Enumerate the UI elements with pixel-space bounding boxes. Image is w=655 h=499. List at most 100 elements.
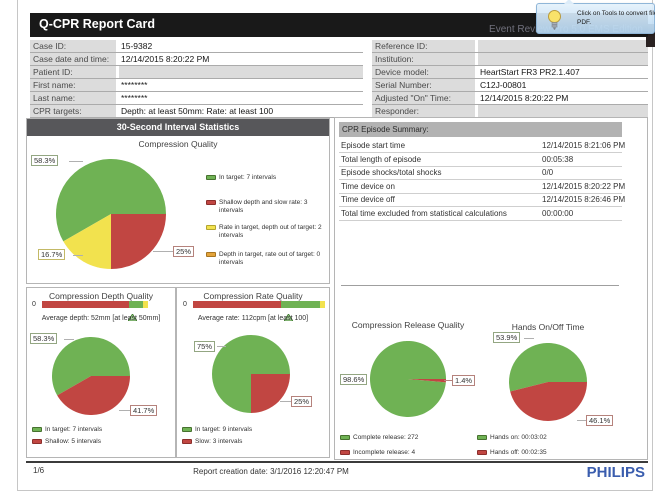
legend-item: Shallow: 5 intervals [32, 438, 156, 446]
legend-text: In target: 7 intervals [45, 426, 103, 433]
cpr-targets-row: CPR targets: Depth: at least 50mm: Rate:… [30, 105, 363, 118]
legend-item: Hands off: 00:02:35 [477, 449, 601, 457]
rate-marker-row [193, 308, 325, 322]
report-creation-date: Report creation date: 3/1/2016 12:20:47 … [193, 467, 349, 476]
hands-on-off-pie [509, 343, 587, 421]
legend-item: In target: 7 intervals [206, 174, 330, 182]
legend-swatch-icon [32, 427, 42, 432]
pie-callout: 46.1% [586, 415, 614, 426]
summary-row: Time device off 12/14/2015 8:26:46 PM [339, 194, 626, 207]
field-label: Patient ID: [30, 66, 116, 78]
serial-number-row: Serial Number: C12J-00801 [372, 79, 648, 92]
legend-item: Incomplete release: 4 [340, 449, 464, 457]
summary-value: 00:05:38 [542, 155, 574, 164]
field-label: First name: [30, 79, 116, 91]
pie-callout: 98.6% [340, 374, 368, 385]
legend-text: In target: 9 intervals [195, 426, 253, 433]
callout-line [280, 401, 291, 402]
field-label: Adjusted "On" Time: [372, 92, 475, 104]
average-marker-icon [283, 308, 294, 326]
field-value: 15-9382 [121, 41, 153, 51]
legend-text: Shallow depth and slow rate: 3 intervals [219, 199, 308, 214]
summary-value: 0/0 [542, 168, 554, 177]
field-value: Depth: at least 50mm: Rate: at least 100 [121, 106, 274, 116]
tooltip-text-line1: Click on Tools to convert files [577, 10, 655, 17]
depth-marker-row [42, 308, 148, 322]
field-label: Institution: [372, 53, 475, 65]
legend-text: Hands off: 00:02:35 [490, 449, 547, 456]
summary-row: Total length of episode 00:05:38 [339, 154, 622, 167]
legend-swatch-icon [340, 450, 350, 455]
pie-callout: 58.3% [30, 333, 58, 344]
field-label: Case date and time: [30, 53, 116, 65]
legend-item: Rate in target, depth out of target: 2 i… [206, 224, 330, 239]
callout-line [119, 410, 130, 411]
reference-id-row: Reference ID: [372, 40, 648, 53]
legend-text: Shallow: 5 intervals [45, 438, 101, 445]
legend-text: Rate in target, depth out of target: 2 i… [219, 224, 322, 239]
compression-depth-pie [52, 337, 130, 415]
field-label: Responder: [372, 105, 475, 117]
first-name-row: First name: ******** [30, 79, 363, 92]
field-label: Serial Number: [372, 79, 475, 91]
field-value: ******** [121, 80, 148, 90]
field-value: C12J-00801 [480, 80, 527, 90]
summary-row: Time device on 12/14/2015 8:20:22 PM [339, 181, 626, 194]
summary-label: Episode shocks/total shocks [341, 168, 442, 177]
legend-swatch-icon [32, 439, 42, 444]
callout-line [524, 338, 534, 339]
callout-line [64, 339, 74, 340]
field-value [119, 66, 363, 78]
summary-value: 00:00:00 [542, 209, 574, 218]
pdf-convert-tooltip[interactable]: Click on Tools to convert files PDF. [536, 0, 655, 36]
legend-swatch-icon [340, 435, 350, 440]
callout-line [217, 346, 226, 347]
compression-release-pie [370, 341, 446, 417]
legend-item: Shallow depth and slow rate: 3 intervals [206, 199, 330, 214]
rate-gauge [193, 301, 325, 308]
summary-label: Episode start time [341, 141, 406, 150]
depth-caption: Average depth: 52mm [at least 50mm] [41, 315, 161, 322]
legend-item: In target: 9 intervals [182, 426, 306, 434]
summary-value: 12/14/2015 8:21:06 PM [542, 141, 626, 150]
average-marker-icon [127, 308, 138, 326]
compression-release-title: Compression Release Quality [351, 320, 465, 330]
compression-depth-title: Compression Depth Quality [49, 291, 153, 301]
pie-callout: 53.9% [493, 332, 521, 343]
legend-swatch-icon [477, 450, 487, 455]
gauge-zero-label: 0 [32, 301, 36, 308]
summary-label: Time device off [341, 195, 395, 204]
field-value: 12/14/2015 8:20:22 PM [480, 93, 569, 103]
legend-swatch-icon [206, 200, 216, 205]
lightbulb-icon [547, 9, 562, 36]
legend-text: Slow: 3 intervals [195, 438, 243, 445]
pie-callout: 25% [173, 246, 195, 257]
field-value [478, 53, 648, 65]
pie-callout: 16.7% [38, 249, 66, 260]
pie-callout: 75% [194, 341, 216, 352]
legend-swatch-icon [206, 225, 216, 230]
legend-text: Incomplete release: 4 [353, 449, 416, 456]
summary-value: 12/14/2015 8:26:46 PM [542, 195, 626, 204]
section-divider [341, 285, 619, 286]
legend-text: Depth in target, rate out of target: 0 i… [219, 251, 321, 266]
page-border [17, 0, 653, 491]
window-edge [646, 24, 655, 47]
report-title: Q-CPR Report Card [39, 17, 155, 31]
philips-logo: PHILIPS [586, 464, 645, 481]
pie-callout: 41.7% [130, 405, 158, 416]
hands-on-off-title: Hands On/Off Time [511, 322, 585, 332]
summary-value: 12/14/2015 8:20:22 PM [542, 182, 626, 191]
pie-callout: 1.4% [452, 375, 476, 386]
footer-rule [26, 461, 648, 463]
callout-line [577, 420, 586, 421]
patient-id-row: Patient ID: [30, 66, 363, 79]
field-label: Reference ID: [372, 40, 475, 52]
legend-item: In target: 7 intervals [32, 426, 156, 434]
institution-row: Institution: [372, 53, 648, 66]
callout-line [444, 380, 452, 381]
pie-callout: 25% [291, 396, 313, 407]
legend-text: Complete release: 272 [353, 434, 419, 441]
callout-line [153, 251, 173, 252]
legend-text: Hands on: 00:03:02 [490, 434, 547, 441]
